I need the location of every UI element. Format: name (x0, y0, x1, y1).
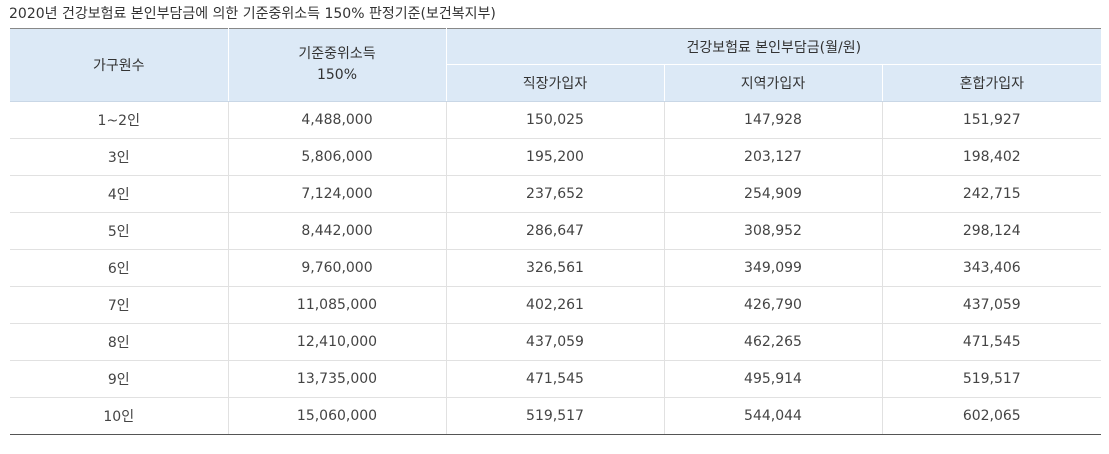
table-body: 1~2인 4,488,000 150,025 147,928 151,927 3… (10, 101, 1102, 435)
cell-household-size: 7인 (10, 286, 229, 324)
table-row: 9인 13,735,000 471,545 495,914 519,517 (10, 360, 1102, 398)
table-row: 3인 5,806,000 195,200 203,127 198,402 (10, 138, 1102, 176)
cell-employee-premium: 150,025 (446, 101, 665, 139)
cell-regional-premium: 544,044 (664, 397, 883, 435)
cell-mixed-premium: 242,715 (882, 175, 1102, 213)
cell-household-size: 10인 (10, 397, 229, 435)
cell-mixed-premium: 519,517 (882, 360, 1102, 398)
table-row: 4인 7,124,000 237,652 254,909 242,715 (10, 175, 1102, 213)
cell-household-size: 6인 (10, 249, 229, 287)
cell-median-income: 8,442,000 (228, 212, 447, 250)
cell-mixed-premium: 298,124 (882, 212, 1102, 250)
cell-median-income: 11,085,000 (228, 286, 447, 324)
cell-median-income: 15,060,000 (228, 397, 447, 435)
cell-regional-premium: 349,099 (664, 249, 883, 287)
cell-employee-premium: 195,200 (446, 138, 665, 176)
cell-household-size: 1~2인 (10, 101, 229, 139)
cell-regional-premium: 495,914 (664, 360, 883, 398)
cell-mixed-premium: 602,065 (882, 397, 1102, 435)
table-row: 5인 8,442,000 286,647 308,952 298,124 (10, 212, 1102, 250)
cell-regional-premium: 147,928 (664, 101, 883, 139)
cell-mixed-premium: 198,402 (882, 138, 1102, 176)
cell-mixed-premium: 437,059 (882, 286, 1102, 324)
header-median-income-line2: 150% (316, 67, 358, 83)
cell-employee-premium: 237,652 (446, 175, 665, 213)
header-regional-subscriber: 지역가입자 (664, 64, 883, 102)
cell-household-size: 4인 (10, 175, 229, 213)
table-caption: 2020년 건강보험료 본인부담금에 의한 기준중위소득 150% 판정기준(보… (9, 6, 496, 22)
table-row: 8인 12,410,000 437,059 462,265 471,545 (10, 323, 1102, 361)
cell-mixed-premium: 471,545 (882, 323, 1102, 361)
cell-regional-premium: 308,952 (664, 212, 883, 250)
cell-employee-premium: 326,561 (446, 249, 665, 287)
cell-employee-premium: 519,517 (446, 397, 665, 435)
cell-median-income: 13,735,000 (228, 360, 447, 398)
cell-employee-premium: 286,647 (446, 212, 665, 250)
cell-household-size: 5인 (10, 212, 229, 250)
income-premium-table: 가구원수 기준중위소득 150% 건강보험료 본인부담금(월/원) 직장가입자 … (10, 28, 1102, 435)
header-premium-group: 건강보험료 본인부담금(월/원) (446, 28, 1102, 65)
cell-household-size: 9인 (10, 360, 229, 398)
cell-median-income: 12,410,000 (228, 323, 447, 361)
cell-median-income: 7,124,000 (228, 175, 447, 213)
cell-median-income: 5,806,000 (228, 138, 447, 176)
table-row: 7인 11,085,000 402,261 426,790 437,059 (10, 286, 1102, 324)
cell-mixed-premium: 151,927 (882, 101, 1102, 139)
cell-median-income: 9,760,000 (228, 249, 447, 287)
header-median-income-line1: 기준중위소득 (298, 46, 376, 62)
cell-employee-premium: 402,261 (446, 286, 665, 324)
cell-employee-premium: 471,545 (446, 360, 665, 398)
cell-household-size: 8인 (10, 323, 229, 361)
cell-regional-premium: 254,909 (664, 175, 883, 213)
header-household-size: 가구원수 (10, 28, 229, 102)
cell-regional-premium: 462,265 (664, 323, 883, 361)
cell-mixed-premium: 343,406 (882, 249, 1102, 287)
cell-regional-premium: 203,127 (664, 138, 883, 176)
table-row: 1~2인 4,488,000 150,025 147,928 151,927 (10, 101, 1102, 139)
table-row: 10인 15,060,000 519,517 544,044 602,065 (10, 397, 1102, 435)
table-row: 6인 9,760,000 326,561 349,099 343,406 (10, 249, 1102, 287)
cell-regional-premium: 426,790 (664, 286, 883, 324)
cell-median-income: 4,488,000 (228, 101, 447, 139)
table-header: 가구원수 기준중위소득 150% 건강보험료 본인부담금(월/원) 직장가입자 … (10, 28, 1102, 102)
header-median-income: 기준중위소득 150% (228, 28, 447, 102)
cell-household-size: 3인 (10, 138, 229, 176)
header-mixed-subscriber: 혼합가입자 (882, 64, 1102, 102)
header-employee-subscriber: 직장가입자 (446, 64, 665, 102)
cell-employee-premium: 437,059 (446, 323, 665, 361)
